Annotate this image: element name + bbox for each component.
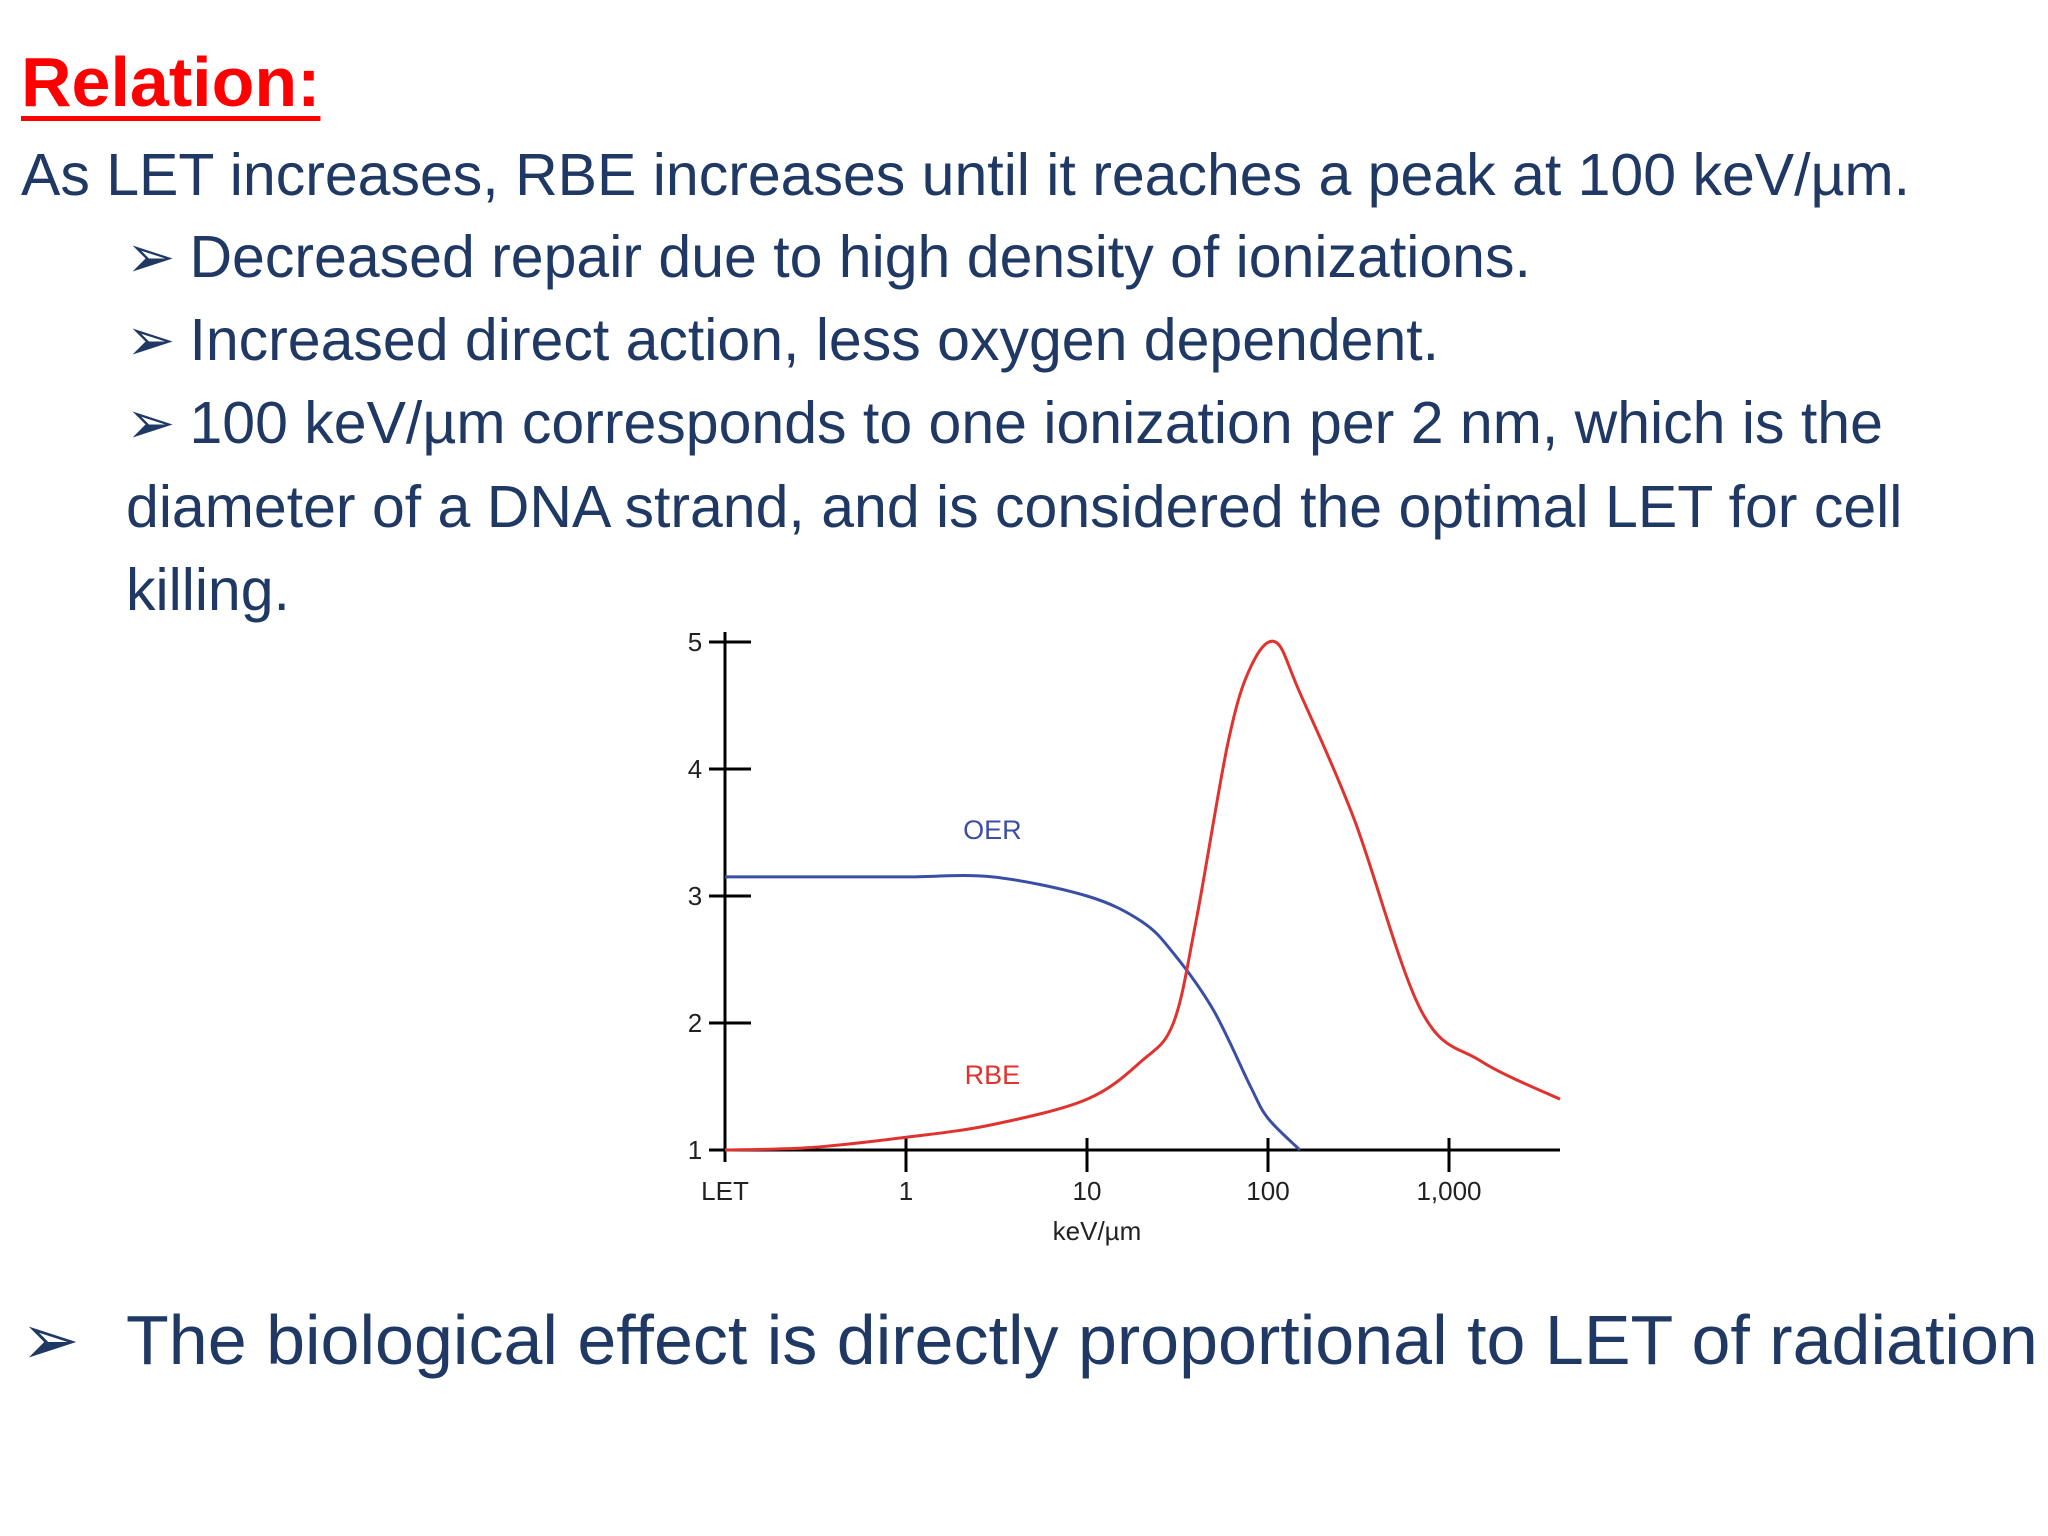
oer-label: OER: [963, 815, 1022, 845]
bullet-item: ➢ 100 keV/µm corresponds to one ionizatio…: [126, 388, 1883, 459]
y-tick-label: 1: [688, 1135, 702, 1165]
oer-rbe-chart: 1 2 3 4 5 LET 1 10 100 1,000 OER RBE keV/µm: [688, 627, 1561, 1246]
bullet-text: 100 keV/µm corresponds to one ionization…: [189, 390, 1883, 456]
x-tick-label: 10: [1073, 1176, 1102, 1206]
y-tick-label: 4: [688, 754, 702, 784]
bullet-continuation: diameter of a DNA strand, and is conside…: [126, 474, 1903, 540]
x-tick-label: 1: [899, 1176, 913, 1206]
y-tick-label: 5: [688, 627, 702, 657]
bullet-item: ➢ Increased direct action, less oxygen de…: [126, 305, 1439, 376]
bullet-text: Increased direct action, less oxygen dep…: [189, 307, 1440, 373]
arrow-bullet-icon: ➢: [126, 390, 176, 456]
slide-heading: Relation:: [21, 43, 321, 121]
x-tick-label: 100: [1246, 1176, 1289, 1206]
y-tick-label: 2: [688, 1008, 702, 1038]
y-tick-label: 3: [688, 881, 702, 911]
arrow-bullet-icon: ➢: [126, 307, 176, 373]
x-axis-label: keV/µm: [1053, 1216, 1142, 1246]
bullet-continuation: killing.: [126, 557, 290, 623]
bullet-text: Decreased repair due to high density of …: [189, 224, 1531, 290]
intro-statement: As LET increases, RBE increases until it…: [21, 142, 1911, 208]
x-tick-label: LET: [701, 1176, 749, 1206]
arrow-bullet-icon: ➢: [126, 224, 176, 290]
x-tick-label: 1,000: [1416, 1176, 1481, 1206]
rbe-label: RBE: [965, 1060, 1021, 1090]
oer-curve: [724, 874, 1301, 1152]
final-statement-text: The biological effect is directly propor…: [126, 1301, 2038, 1379]
arrow-bullet-icon: ➢: [21, 1301, 80, 1379]
rbe-curve: [724, 639, 1561, 1152]
final-statement: ➢ The biological effect is directly propo…: [21, 1298, 2038, 1382]
axes: [723, 632, 1560, 1162]
bullet-item: ➢ Decreased repair due to high density of…: [126, 222, 1531, 293]
